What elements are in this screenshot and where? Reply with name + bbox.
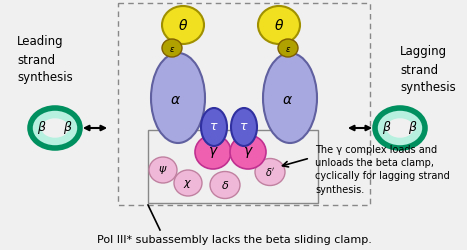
Ellipse shape bbox=[278, 39, 298, 57]
Ellipse shape bbox=[375, 108, 425, 148]
Ellipse shape bbox=[230, 135, 266, 169]
Text: $\chi$: $\chi$ bbox=[183, 178, 193, 190]
Ellipse shape bbox=[151, 53, 205, 143]
Ellipse shape bbox=[149, 157, 177, 183]
Text: $\theta$: $\theta$ bbox=[274, 18, 284, 32]
Ellipse shape bbox=[30, 108, 80, 148]
Text: $\tau$: $\tau$ bbox=[209, 120, 219, 134]
Ellipse shape bbox=[195, 135, 231, 169]
Text: $\alpha$: $\alpha$ bbox=[170, 93, 180, 107]
Ellipse shape bbox=[42, 119, 68, 137]
Text: $\psi$: $\psi$ bbox=[158, 164, 168, 176]
Ellipse shape bbox=[201, 108, 227, 146]
Ellipse shape bbox=[210, 172, 240, 198]
Text: $\delta$: $\delta$ bbox=[221, 179, 229, 191]
Text: $\varepsilon$: $\varepsilon$ bbox=[285, 44, 291, 54]
Text: $\beta$: $\beta$ bbox=[37, 120, 47, 136]
Text: $\beta$: $\beta$ bbox=[63, 120, 73, 136]
Bar bbox=[118, 3, 370, 205]
Ellipse shape bbox=[162, 6, 204, 44]
Text: $\tau$: $\tau$ bbox=[239, 120, 249, 134]
Ellipse shape bbox=[231, 108, 257, 146]
Text: The γ complex loads and
unloads the beta clamp,
cyclically for lagging strand
sy: The γ complex loads and unloads the beta… bbox=[315, 145, 450, 194]
Ellipse shape bbox=[387, 119, 413, 137]
Text: Lagging
strand
synthesis: Lagging strand synthesis bbox=[400, 46, 456, 94]
Text: $\theta$: $\theta$ bbox=[178, 18, 188, 32]
Ellipse shape bbox=[255, 158, 285, 186]
Text: $\beta$: $\beta$ bbox=[382, 120, 392, 136]
Text: Pol III* subassembly lacks the beta sliding clamp.: Pol III* subassembly lacks the beta slid… bbox=[97, 235, 371, 245]
Text: $\varepsilon$: $\varepsilon$ bbox=[169, 44, 175, 54]
Ellipse shape bbox=[162, 39, 182, 57]
Bar bbox=[148, 130, 318, 203]
Text: $\gamma$: $\gamma$ bbox=[208, 144, 219, 160]
Text: $\gamma$: $\gamma$ bbox=[242, 144, 254, 160]
Text: Leading
strand
synthesis: Leading strand synthesis bbox=[17, 36, 73, 84]
Text: $\delta '$: $\delta '$ bbox=[265, 166, 275, 178]
Text: $\alpha$: $\alpha$ bbox=[282, 93, 292, 107]
Ellipse shape bbox=[258, 6, 300, 44]
Ellipse shape bbox=[174, 170, 202, 196]
Ellipse shape bbox=[263, 53, 317, 143]
Text: $\beta$: $\beta$ bbox=[408, 120, 418, 136]
